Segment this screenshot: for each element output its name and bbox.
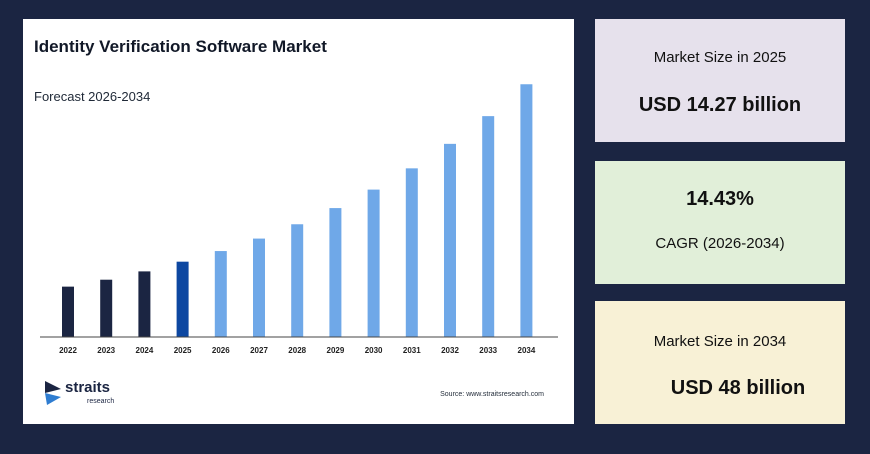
x-tick-label-2033: 2033 (479, 346, 497, 355)
bar-2033 (482, 116, 495, 337)
market-size-2034-label: Market Size in 2034 (653, 333, 787, 350)
bar-2022 (62, 286, 74, 337)
chart-panel: Identity Verification Software Market Fo… (23, 19, 574, 424)
x-tick-label-2029: 2029 (327, 346, 345, 355)
bar-2034 (520, 84, 533, 337)
bar-2028 (291, 224, 304, 337)
market-size-2034-value: USD 48 billion (670, 377, 806, 399)
chart-title: Identity Verification Software Market (34, 37, 327, 56)
bar-2025 (176, 261, 189, 337)
logo-subtext: research (87, 398, 115, 405)
x-tick-label-2024: 2024 (136, 346, 154, 355)
straits-logo-icon (45, 381, 61, 405)
bar-2031 (405, 168, 418, 337)
market-size-2025-card: Market Size in 2025 USD 14.27 billion (595, 19, 845, 142)
bar-2030 (367, 189, 380, 337)
cagr-value: 14.43% (686, 188, 754, 210)
x-tick-label-2023: 2023 (97, 346, 115, 355)
x-tick-label-2031: 2031 (403, 346, 421, 355)
market-size-2034-card: Market Size in 2034 USD 48 billion (595, 301, 845, 424)
bar-2023 (100, 279, 113, 337)
x-tick-label-2022: 2022 (59, 346, 77, 355)
bar-chart: 2022 2023 2024 2025 2026 2027 2028 2029 2030 2031… (40, 84, 558, 355)
x-tick-label-2027: 2027 (250, 346, 268, 355)
bar-2029 (329, 208, 342, 337)
x-tick-label-2028: 2028 (288, 346, 306, 355)
cagr-card: 14.43% CAGR (2026-2034) (595, 161, 845, 284)
x-tick-label-2030: 2030 (365, 346, 383, 355)
x-tick-label-2026: 2026 (212, 346, 230, 355)
bar-2024 (138, 271, 151, 337)
straits-logo: straits research (43, 379, 133, 409)
bar-group (62, 84, 533, 337)
x-tick-label-2025: 2025 (174, 346, 192, 355)
bar-2032 (444, 143, 456, 337)
x-tick-label-2032: 2032 (441, 346, 459, 355)
market-size-2025-value: USD 14.27 billion (638, 94, 802, 116)
x-tick-labels: 2022 2023 2024 2025 2026 2027 2028 2029 2030 2031… (59, 346, 536, 355)
market-size-2025-label: Market Size in 2025 (653, 49, 787, 66)
bar-2026 (214, 251, 227, 337)
bar-2027 (253, 238, 265, 337)
x-tick-label-2034: 2034 (518, 346, 536, 355)
cagr-label: CAGR (2026-2034) (655, 235, 785, 252)
source-text: Source: www.straitsresearch.com (440, 391, 544, 398)
logo-name: straits (65, 379, 111, 396)
chart-subtitle: Forecast 2026-2034 (34, 89, 151, 104)
